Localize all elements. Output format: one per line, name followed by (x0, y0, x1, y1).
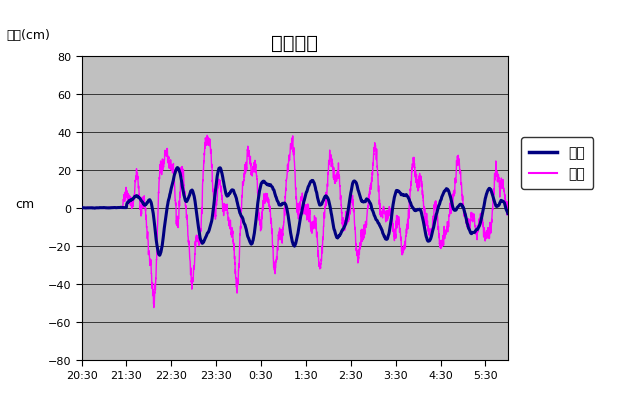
Title: カフルイ: カフルイ (271, 34, 318, 53)
Text: 高さ(cm): 高さ(cm) (6, 29, 50, 42)
Legend: 観測, 計算: 観測, 計算 (521, 138, 593, 189)
Text: cm: cm (16, 198, 34, 211)
